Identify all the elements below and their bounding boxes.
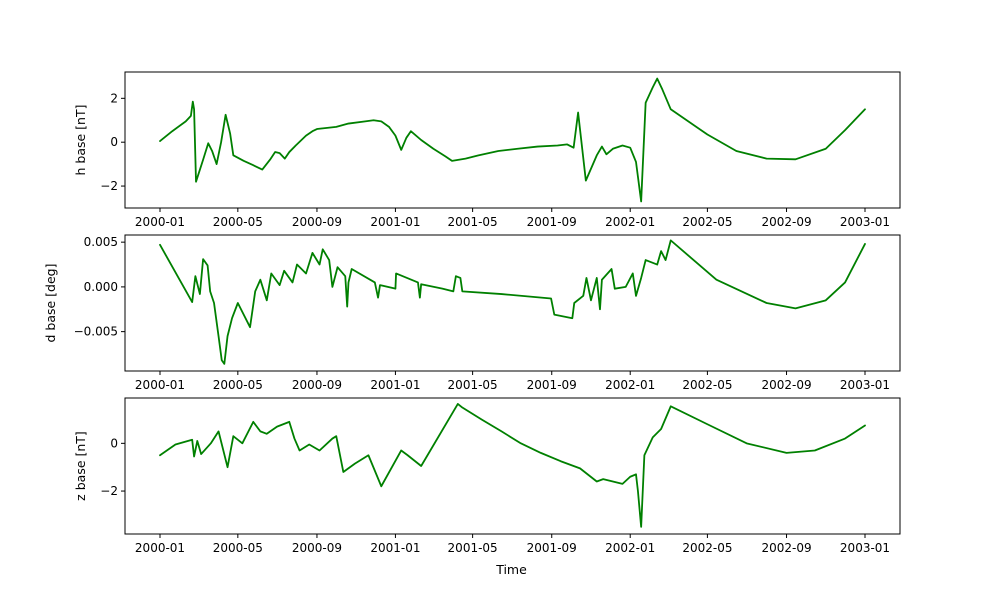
x-tick-label: 2000-09 bbox=[292, 541, 342, 555]
x-tick-label: 2002-09 bbox=[761, 541, 811, 555]
x-tick-label: 2003-01 bbox=[840, 541, 890, 555]
x-tick-label: 2003-01 bbox=[840, 378, 890, 392]
x-tick-label: 2002-01 bbox=[605, 541, 655, 555]
x-tick-label: 2003-01 bbox=[840, 215, 890, 229]
series-line bbox=[159, 239, 866, 365]
x-tick-label: 2001-09 bbox=[527, 215, 577, 229]
x-tick-label: 2000-01 bbox=[135, 378, 185, 392]
x-tick-label: 2002-09 bbox=[761, 378, 811, 392]
y-tick-label: −0.005 bbox=[74, 325, 118, 339]
x-tick-label: 2002-05 bbox=[682, 215, 732, 229]
x-tick-label: 2000-09 bbox=[292, 215, 342, 229]
plot-frame bbox=[124, 234, 901, 372]
x-tick-label: 2000-05 bbox=[213, 215, 263, 229]
y-tick-label: 0.000 bbox=[84, 280, 118, 294]
x-tick-label: 2000-01 bbox=[135, 541, 185, 555]
x-tick-label: 2001-01 bbox=[370, 541, 420, 555]
subplot-1: −2 0 2 2000-01 2000-05 2000-09 2001-01 2001-05 2… bbox=[73, 71, 901, 229]
x-tick-label: 2002-01 bbox=[605, 215, 655, 229]
x-tick-label: 2001-05 bbox=[448, 215, 498, 229]
subplot-3: −2 0 2000-01 2000-05 2000-09 2001-01 2001-05 20… bbox=[73, 397, 901, 577]
y-axis-label: h base [nT] bbox=[73, 105, 88, 176]
y-tick-label: 0.005 bbox=[84, 235, 118, 249]
x-tick-label: 2000-05 bbox=[213, 378, 263, 392]
y-axis-label: z base [nT] bbox=[73, 431, 88, 501]
x-tick-label: 2001-09 bbox=[527, 378, 577, 392]
x-tick-label: 2002-05 bbox=[682, 541, 732, 555]
plot-frame bbox=[124, 71, 901, 209]
y-tick-label: 0 bbox=[110, 436, 118, 450]
series-line bbox=[159, 77, 866, 203]
plot-frame bbox=[124, 397, 901, 535]
y-tick-label: −2 bbox=[100, 179, 118, 193]
x-tick-label: 2002-01 bbox=[605, 378, 655, 392]
x-tick-label: 2001-05 bbox=[448, 541, 498, 555]
x-axis-label: Time bbox=[495, 562, 527, 577]
x-tick-label: 2000-01 bbox=[135, 215, 185, 229]
x-tick-label: 2001-09 bbox=[527, 541, 577, 555]
x-tick-label: 2002-05 bbox=[682, 378, 732, 392]
x-tick-label: 2001-01 bbox=[370, 378, 420, 392]
series-line bbox=[159, 403, 866, 528]
y-tick-label: −2 bbox=[100, 484, 118, 498]
subplot-2: −0.005 0.000 0.005 2000-01 2000-05 2000-09 200… bbox=[43, 234, 901, 392]
x-tick-label: 2001-05 bbox=[448, 378, 498, 392]
x-tick-label: 2002-09 bbox=[761, 215, 811, 229]
y-tick-label: 0 bbox=[110, 135, 118, 149]
y-axis-label: d base [deg] bbox=[43, 264, 58, 343]
x-tick-label: 2000-05 bbox=[213, 541, 263, 555]
x-tick-label: 2001-01 bbox=[370, 215, 420, 229]
y-tick-label: 2 bbox=[110, 91, 118, 105]
x-tick-label: 2000-09 bbox=[292, 378, 342, 392]
